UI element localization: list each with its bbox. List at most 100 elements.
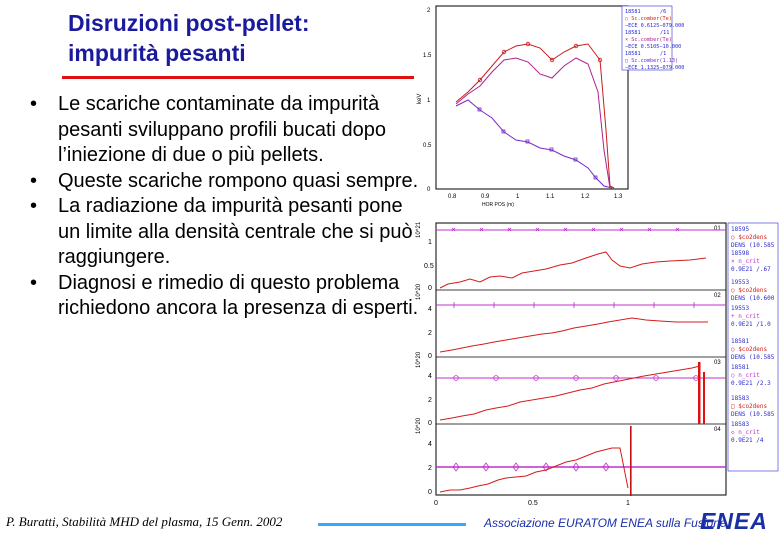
legend-series: ○ $co2dens (731, 234, 768, 241)
data-point (525, 41, 531, 47)
data-point (482, 462, 490, 472)
legend-series: ◇ n_crit (731, 429, 760, 436)
x-tick: 1 (516, 194, 520, 200)
data-point (675, 227, 680, 232)
y-tick: 4 (428, 306, 432, 313)
y-tick-labels: 2 1.5 1 0.5 0 (423, 8, 432, 193)
data-point (613, 375, 619, 381)
te-profile-series-2 (455, 57, 611, 189)
data-point (533, 375, 539, 381)
data-point (501, 129, 506, 134)
data-point (573, 375, 579, 381)
panel-label: 03 (714, 360, 721, 366)
data-point (501, 49, 507, 55)
legend-series: ○ $co2dens (731, 346, 768, 353)
panel-label: 01 (714, 226, 721, 232)
footer-divider (318, 523, 466, 526)
x-tick: 0.9 (481, 194, 490, 200)
legend-detail: DENS (10.585 (731, 411, 775, 418)
y-tick: 0 (428, 489, 432, 496)
enea-logo: ENEA (700, 508, 768, 534)
data-point (651, 302, 657, 308)
disruption-spike (698, 362, 701, 424)
y-tick: 1.5 (423, 53, 432, 59)
legend-shot: 18583 (731, 421, 749, 428)
legend-time: /11 (660, 30, 669, 36)
panel-label: 04 (714, 427, 721, 433)
legend-detail: 0.9E21 /.67 (731, 266, 771, 273)
x-tick-labels: 0.8 0.9 1 1.1 1.2 1.3 (448, 194, 623, 200)
y-tick: 0.5 (424, 263, 434, 270)
data-point (619, 227, 624, 232)
legend-series: × Sc.comber(Te) (625, 37, 672, 43)
te-profile-series-3 (455, 99, 613, 189)
data-point (563, 227, 568, 232)
legend-box (621, 5, 673, 71)
data-point (493, 375, 499, 381)
bullet-list: • Le scariche contaminate da impurità pes… (30, 92, 420, 322)
x-tick: 1.2 (581, 194, 590, 200)
legend-time: /1 (660, 51, 666, 57)
data-point (549, 147, 554, 152)
panel-y-ticks: 1 0.5 0 4 2 0 4 2 0 4 2 0 (424, 239, 434, 496)
density-legend: 18595 ○ $co2dens DENS (10.585 18598 × n_… (727, 222, 779, 472)
bullet-item: • Queste scariche rompono quasi sempre. (30, 169, 420, 195)
bullet-item: • La radiazione da impurità pesanti pone … (30, 194, 420, 271)
data-point (525, 139, 530, 144)
n-crit-markers-2 (451, 302, 697, 308)
plot-frame (435, 5, 629, 190)
data-point (451, 302, 457, 308)
data-point (452, 462, 460, 472)
density-trace-1 (439, 251, 707, 289)
n-crit-markers-1 (451, 227, 680, 232)
data-point (597, 57, 603, 63)
legend-detail: DENS (10.600 (731, 295, 775, 302)
panel-scale: 10^21 (416, 221, 422, 238)
y-tick: 1 (427, 98, 431, 104)
legend-detail: −ECE 0.6125−079.000 (625, 23, 684, 29)
title-line-1: Disruzioni post-pellet: (68, 10, 310, 36)
slide-title: Disruzioni post-pellet: impurità pesanti (68, 8, 398, 68)
bullet-text: Diagnosi e rimedio di questo problema ri… (58, 271, 419, 320)
data-point (591, 227, 596, 232)
data-point (593, 175, 598, 180)
panel-scale: 10^20 (416, 351, 422, 368)
bullet-item: • Le scariche contaminate da impurità pes… (30, 92, 420, 169)
y-tick: 0 (428, 420, 432, 427)
panel-labels: 01 02 03 04 (714, 226, 721, 433)
data-point (477, 77, 483, 83)
y-tick: 4 (428, 441, 432, 448)
data-point (573, 43, 579, 49)
y-tick: 2 (427, 8, 431, 14)
title-line-2: impurità pesanti (68, 40, 246, 66)
data-point (531, 302, 537, 308)
density-trace-3 (439, 365, 701, 421)
x-tick: 1.1 (546, 194, 555, 200)
legend-shot: 18581 (731, 338, 749, 345)
legend-detail: −ECE 0.5105−10.000 (625, 44, 681, 50)
data-point (477, 107, 482, 112)
panel-scale: 10^20 (416, 417, 422, 434)
title-underline (62, 76, 414, 79)
panel-label: 02 (714, 293, 721, 299)
density-trace-4 (439, 447, 629, 493)
legend-shot: 19553 (731, 279, 749, 286)
legend-shot: 18581 (625, 30, 641, 36)
legend-detail: 0.9E21 /1.0 (731, 321, 771, 328)
bullet-text: Queste scariche rompono quasi sempre. (58, 169, 419, 192)
data-point (507, 227, 512, 232)
data-point (691, 302, 697, 308)
x-tick: 1 (626, 500, 630, 507)
panel-scale: 10^20 (416, 283, 422, 300)
bullet-marker: • (30, 195, 38, 217)
data-point (549, 57, 555, 63)
disruption-spike (703, 372, 705, 424)
legend-detail: −ECE 1.1325−079.000 (625, 65, 684, 71)
y-axis-label: keV (417, 94, 423, 104)
legend-shot: 18583 (731, 395, 749, 402)
y-tick: 0.5 (423, 143, 432, 149)
y-tick: 0 (428, 285, 432, 292)
legend-detail: 0.9E21 /2.3 (731, 380, 771, 387)
